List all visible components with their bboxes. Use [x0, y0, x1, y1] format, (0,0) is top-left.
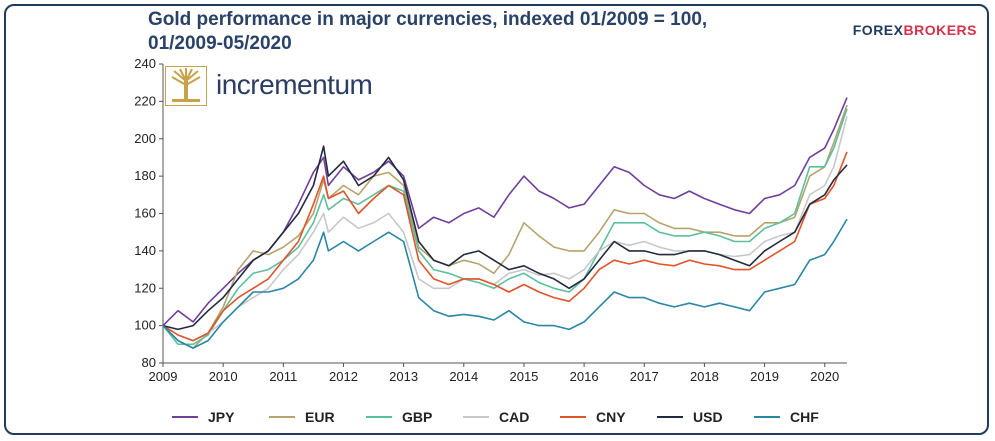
y-tick-label: 100	[134, 318, 156, 333]
title-line-1: Gold performance in major currencies, in…	[148, 9, 708, 30]
legend-label-chf: CHF	[790, 409, 819, 425]
series-line-eur	[162, 104, 848, 349]
y-tick-label: 220	[134, 93, 156, 108]
chart-title: Gold performance in major currencies, in…	[148, 8, 707, 56]
series-line-gbp	[162, 108, 848, 346]
legend-label-gbp: GBP	[402, 409, 432, 425]
legend-label-eur: EUR	[305, 409, 335, 425]
series-line-cad	[162, 116, 848, 342]
incrementum-logo-text: incrementum	[216, 69, 373, 100]
brand-part-2: BROKERS	[903, 22, 977, 38]
legend-label-usd: USD	[693, 409, 723, 425]
x-tick-label: 2010	[209, 369, 238, 384]
y-tick-label: 200	[134, 131, 156, 146]
y-tick-label: 140	[134, 243, 156, 258]
series-line-usd	[162, 145, 848, 331]
legend-label-cny: CNY	[596, 409, 626, 425]
y-tick-label: 80	[142, 355, 156, 370]
series-line-chf	[162, 218, 848, 349]
x-tick-label: 2015	[509, 369, 538, 384]
y-tick-label: 120	[134, 280, 156, 295]
title-line-2: 01/2009-05/2020	[148, 33, 292, 54]
incrementum-tree-logo	[165, 66, 207, 106]
x-tick-label: 2020	[810, 369, 839, 384]
y-tick-label: 160	[134, 206, 156, 221]
tree-icon	[171, 68, 201, 102]
series-line-cny	[162, 151, 848, 342]
x-tick-label: 2018	[690, 369, 719, 384]
y-tick-label: 180	[134, 168, 156, 183]
x-tick-label: 2014	[449, 369, 478, 384]
brand-logo: FOREXBROKERS	[853, 22, 977, 38]
legend-label-jpy: JPY	[208, 409, 235, 425]
x-tick-label: 2016	[570, 369, 599, 384]
x-tick-label: 2009	[149, 369, 178, 384]
brand-part-1: FOREX	[852, 22, 904, 38]
y-tick-label: 240	[134, 56, 156, 71]
legend-label-cad: CAD	[499, 409, 529, 425]
x-tick-label: 2012	[329, 369, 358, 384]
x-tick-label: 2017	[630, 369, 659, 384]
x-tick-label: 2019	[750, 369, 779, 384]
x-tick-label: 2013	[389, 369, 418, 384]
x-tick-label: 2011	[269, 369, 297, 384]
